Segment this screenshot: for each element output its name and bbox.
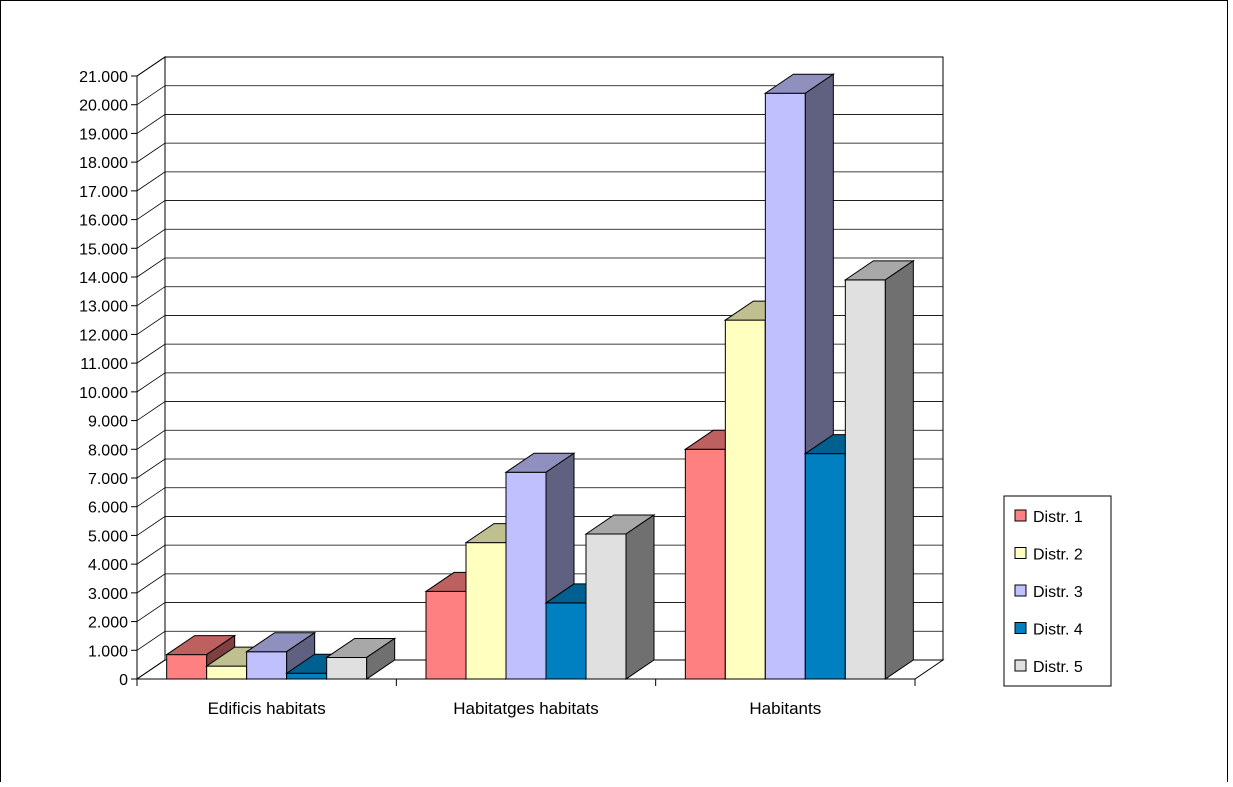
y-tick-label: 14.000 — [79, 270, 128, 287]
y-tick-label: 3.000 — [88, 586, 128, 603]
gridline — [136, 516, 943, 536]
bar-front — [545, 602, 587, 680]
bar-front — [764, 92, 806, 680]
y-tick-label: 18.000 — [79, 155, 128, 172]
legend-label: Distr. 2 — [1033, 547, 1083, 564]
gridline — [136, 487, 943, 508]
gridline — [136, 171, 943, 192]
gridline — [136, 602, 943, 622]
bar-front — [425, 590, 467, 680]
gridline — [136, 142, 943, 163]
legend-label: Distr. 1 — [1033, 509, 1083, 526]
gridline — [136, 458, 943, 479]
y-tick-label: 17.000 — [79, 184, 128, 201]
y-tick-label: 21.000 — [79, 69, 128, 86]
legend-label: Distr. 5 — [1033, 659, 1083, 676]
side-wall — [136, 56, 166, 680]
y-tick-label: 1.000 — [88, 643, 128, 660]
gridline — [136, 315, 943, 335]
gridline — [136, 257, 943, 278]
bar-front — [206, 665, 248, 680]
bars — [165, 73, 915, 680]
y-tick-label: 2.000 — [88, 615, 128, 632]
gridline — [136, 429, 943, 450]
bar-side — [884, 259, 914, 680]
bar-front — [465, 542, 507, 680]
legend-label: Distr. 4 — [1033, 622, 1083, 639]
y-tick-label: 12.000 — [79, 327, 128, 344]
x-tick-label: Habitatges habitats — [453, 699, 599, 718]
gridline — [136, 573, 943, 594]
legend-swatch — [1014, 659, 1027, 672]
bar — [325, 637, 397, 680]
y-tick-label: 10.000 — [79, 385, 128, 402]
gridline — [136, 372, 943, 393]
y-tick-labels: 0 1.000 2.000 3.000 4.000 5.000 6.000 7.000 8.00… — [79, 69, 128, 689]
y-tick-label: 9.000 — [88, 414, 128, 431]
y-tick-label: 13.000 — [79, 299, 128, 316]
y-tick-label: 16.000 — [79, 213, 128, 230]
gridline — [136, 200, 943, 220]
gridline — [136, 544, 943, 565]
bar-front — [505, 471, 547, 680]
gridline — [136, 228, 943, 249]
gridline — [136, 630, 943, 651]
y-tick-label: 20.000 — [79, 98, 128, 115]
bar-front — [844, 279, 886, 680]
y-tick-label: 11.000 — [80, 356, 128, 373]
legend-swatch — [1014, 622, 1027, 634]
y-tick-label: 8.000 — [88, 442, 128, 459]
y-tick-label: 19.000 — [79, 126, 128, 143]
gridline — [136, 343, 943, 364]
bar-front — [684, 448, 726, 680]
bar — [245, 631, 317, 680]
bar-front — [246, 651, 288, 680]
y-tick-label: 15.000 — [79, 241, 128, 258]
gridline — [136, 286, 943, 307]
legend-swatch — [1014, 547, 1027, 559]
y-tick-label: 6.000 — [88, 500, 128, 517]
gridline — [136, 114, 943, 134]
bar — [843, 259, 915, 680]
bar-front — [166, 654, 208, 680]
bar-front — [804, 453, 846, 680]
gridline — [136, 56, 943, 77]
bar-front — [724, 319, 766, 680]
bar-side — [366, 637, 396, 680]
y-tick-label: 7.000 — [88, 471, 128, 488]
gridline — [136, 85, 943, 106]
bar-side — [625, 514, 655, 680]
y-tick-label: 4.000 — [88, 557, 128, 574]
legend: Distr. 1 Distr. 2 Distr. 3 Distr. 4 Distr. 5 — [1003, 495, 1112, 687]
bar-front — [585, 533, 627, 680]
gridlines — [136, 56, 943, 680]
legend-label: Distr. 3 — [1033, 584, 1083, 601]
bar-front — [286, 672, 328, 680]
y-tick-label: 5.000 — [88, 528, 128, 545]
x-tick-labels: Edificis habitats Habitatges habitats Habi… — [208, 699, 822, 718]
bar — [584, 514, 656, 680]
legend-swatch — [1014, 584, 1027, 597]
y-tick-label: 0 — [119, 672, 128, 689]
gridline — [136, 401, 943, 421]
x-tick-label: Edificis habitats — [208, 699, 326, 718]
x-tick-label: Habitants — [749, 699, 821, 718]
legend-swatch — [1014, 509, 1027, 522]
gridline — [136, 659, 943, 680]
bar-front — [326, 656, 368, 680]
